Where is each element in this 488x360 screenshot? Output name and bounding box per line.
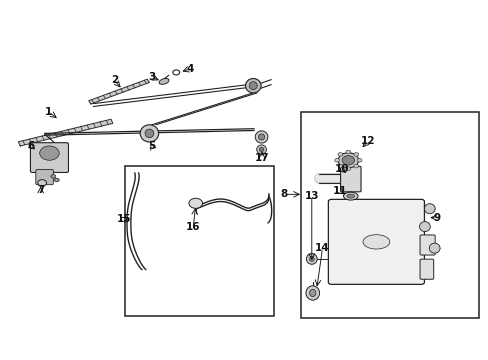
Ellipse shape (145, 129, 154, 138)
Ellipse shape (159, 78, 169, 84)
Text: 6: 6 (27, 141, 35, 151)
Ellipse shape (346, 194, 354, 198)
Ellipse shape (140, 125, 158, 142)
Circle shape (337, 153, 342, 156)
FancyBboxPatch shape (36, 170, 53, 185)
Polygon shape (19, 119, 113, 146)
Circle shape (353, 164, 358, 168)
Ellipse shape (306, 253, 317, 264)
Ellipse shape (259, 147, 263, 152)
FancyBboxPatch shape (340, 166, 360, 192)
Ellipse shape (256, 145, 266, 154)
Circle shape (188, 198, 202, 208)
Ellipse shape (245, 78, 261, 93)
Text: 1: 1 (45, 107, 52, 117)
Ellipse shape (428, 243, 439, 253)
Text: 12: 12 (360, 136, 374, 146)
Text: 14: 14 (315, 243, 329, 253)
FancyBboxPatch shape (30, 143, 68, 172)
Text: 13: 13 (304, 191, 318, 201)
Polygon shape (88, 79, 149, 104)
Circle shape (38, 180, 46, 186)
Ellipse shape (337, 153, 358, 168)
Circle shape (353, 153, 358, 156)
Circle shape (345, 167, 350, 170)
Circle shape (40, 146, 59, 160)
Text: 16: 16 (185, 222, 200, 231)
Circle shape (337, 164, 342, 168)
Ellipse shape (424, 204, 434, 214)
Ellipse shape (255, 131, 267, 143)
Text: 5: 5 (148, 141, 155, 151)
Text: 17: 17 (254, 153, 269, 163)
Text: 3: 3 (148, 72, 155, 82)
Text: 10: 10 (334, 164, 348, 174)
Text: 4: 4 (186, 64, 193, 74)
Text: 9: 9 (433, 213, 440, 222)
FancyBboxPatch shape (419, 259, 433, 279)
FancyBboxPatch shape (328, 199, 424, 284)
Circle shape (345, 150, 350, 154)
Text: 7: 7 (37, 185, 44, 195)
Circle shape (356, 158, 361, 162)
Ellipse shape (305, 286, 319, 300)
Text: 11: 11 (333, 186, 347, 197)
Ellipse shape (419, 222, 429, 231)
Ellipse shape (362, 235, 389, 249)
Ellipse shape (343, 192, 357, 200)
Bar (125, 166, 273, 316)
Bar (300, 112, 478, 318)
FancyBboxPatch shape (419, 235, 434, 255)
Ellipse shape (258, 134, 264, 140)
Circle shape (51, 175, 56, 178)
Ellipse shape (341, 156, 354, 165)
Ellipse shape (309, 256, 314, 261)
Ellipse shape (309, 289, 315, 297)
Text: 8: 8 (280, 189, 287, 199)
Circle shape (54, 178, 59, 182)
Text: 15: 15 (117, 215, 131, 224)
Text: 2: 2 (110, 75, 118, 85)
Circle shape (334, 158, 339, 162)
Circle shape (172, 70, 179, 75)
Ellipse shape (249, 82, 257, 90)
